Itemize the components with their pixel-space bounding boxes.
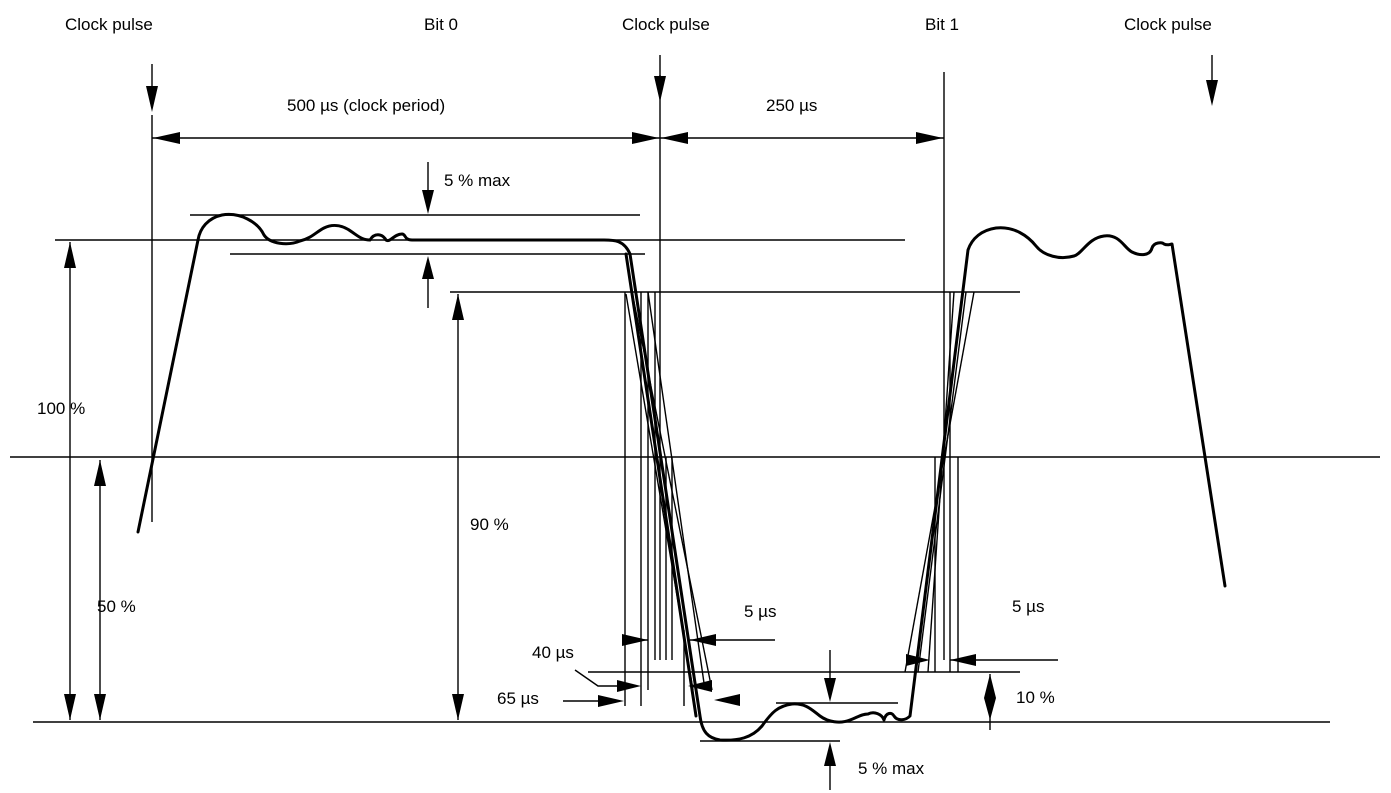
t-40us-arrow-right xyxy=(688,680,712,692)
level-50-arrow-down xyxy=(94,694,106,720)
level-90-arrow-up xyxy=(452,294,464,320)
t-65us-arrow-left xyxy=(598,695,624,707)
clock-arrow-1-head xyxy=(146,86,158,112)
level-50-arrow-up xyxy=(94,460,106,486)
tol-5us-left-label: 5 µs xyxy=(744,602,776,621)
clock-pulse-label-3: Clock pulse xyxy=(1124,15,1212,34)
t-65us-label: 65 µs xyxy=(497,689,539,708)
t-40us-label: 40 µs xyxy=(532,643,574,662)
t-65us-arrow-right xyxy=(714,694,740,706)
overshoot-top-label: 5 % max xyxy=(444,171,511,190)
half-period-label: 250 µs xyxy=(766,96,817,115)
clock-period-label: 500 µs (clock period) xyxy=(287,96,445,115)
level-100-label: 100 % xyxy=(37,399,85,418)
bit1-label: Bit 1 xyxy=(925,15,959,34)
level-50-label: 50 % xyxy=(97,597,136,616)
overshoot-bottom-label: 5 % max xyxy=(858,759,925,778)
overshoot-top-arrow-up-head xyxy=(422,256,434,279)
overshoot-bottom-arrow-up-head xyxy=(824,742,836,766)
level-90-arrow-down xyxy=(452,694,464,720)
level-10-arrow-down xyxy=(984,698,996,720)
clock-pulse-label-1: Clock pulse xyxy=(65,15,153,34)
tol-5us-left-arrow xyxy=(690,634,716,646)
level-100-arrow-down xyxy=(64,694,76,720)
t-40us-arrow-left xyxy=(617,680,641,692)
overshoot-top-arrow-down-head xyxy=(422,190,434,214)
rising-edge-tolerance-lines xyxy=(904,291,975,673)
clock-period-arrow-right xyxy=(632,132,659,144)
level-100-arrow-up xyxy=(64,242,76,268)
clock-period-arrow-left xyxy=(153,132,180,144)
tol-5us-right-label: 5 µs xyxy=(1012,597,1044,616)
waveform-signal xyxy=(136,212,1227,742)
overshoot-bottom-arrow-down-head xyxy=(824,678,836,702)
level-90-label: 90 % xyxy=(470,515,509,534)
half-period-arrow-left xyxy=(661,132,688,144)
clock-arrow-3-head xyxy=(1206,80,1218,106)
falling-edge-shadow xyxy=(624,252,698,718)
level-10-label: 10 % xyxy=(1016,688,1055,707)
t-40us-leader xyxy=(574,669,622,687)
level-10-arrow-up xyxy=(984,674,996,698)
half-period-arrow-right xyxy=(916,132,943,144)
bit0-label: Bit 0 xyxy=(424,15,458,34)
clock-pulse-label-2: Clock pulse xyxy=(622,15,710,34)
tol-5us-right-arrow xyxy=(950,654,976,666)
clock-arrow-2-head xyxy=(654,76,666,102)
